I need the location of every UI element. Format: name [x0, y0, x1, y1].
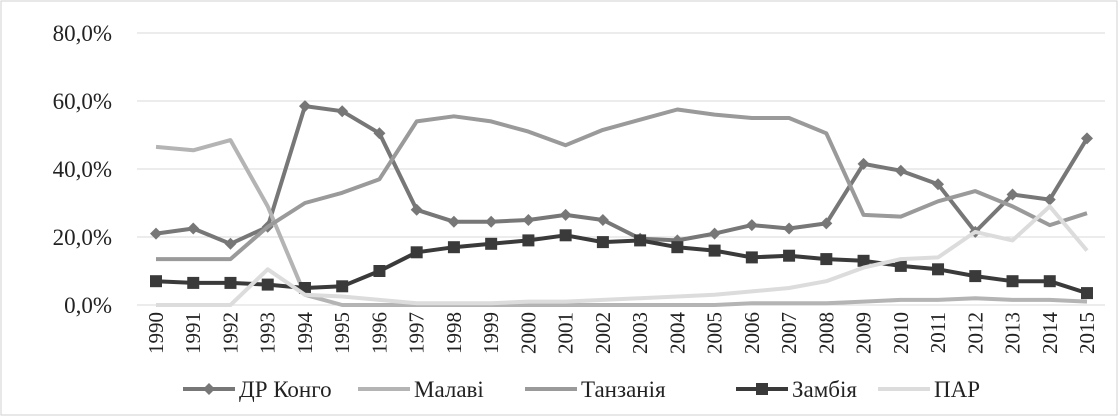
point: [783, 222, 796, 235]
legend-label: Малаві: [414, 377, 484, 402]
point: [410, 246, 423, 259]
legend-label: ПАР: [934, 377, 980, 402]
series-line: [156, 107, 1088, 262]
point: [969, 270, 982, 283]
legend-label: ДР Конго: [239, 377, 332, 402]
x-tick-label: 2015: [1075, 312, 1099, 354]
grid: [137, 32, 1105, 306]
point: [1043, 193, 1056, 206]
point: [857, 254, 870, 267]
point: [336, 280, 349, 293]
legend-label: Замбія: [792, 377, 857, 402]
point: [559, 208, 572, 221]
y-tick-label: 60,0%: [53, 89, 112, 114]
point: [373, 127, 386, 140]
point: [671, 241, 684, 254]
point: [447, 215, 460, 228]
point: [745, 251, 758, 264]
point: [485, 215, 498, 228]
point: [522, 214, 535, 226]
point: [932, 263, 945, 276]
point: [261, 278, 274, 291]
point: [894, 164, 907, 177]
point: [150, 227, 162, 240]
point: [708, 227, 721, 240]
point: [187, 276, 200, 289]
plot: [150, 100, 1093, 307]
point: [783, 249, 796, 262]
point: [1081, 287, 1093, 300]
y-tick-label: 0,0%: [64, 293, 112, 318]
x-tick-label: 1992: [218, 312, 242, 354]
point: [1006, 275, 1019, 288]
legend-label: Танзанія: [581, 377, 666, 402]
y-tick-label: 40,0%: [53, 157, 112, 182]
series-line: [155, 233, 1088, 296]
point: [522, 234, 535, 247]
x-tick-label: 2014: [1038, 312, 1062, 355]
x-tick-label: 1993: [256, 312, 280, 354]
x-tick-label: 1991: [181, 312, 205, 354]
x-tick-label: 1995: [330, 312, 354, 354]
point: [559, 229, 572, 242]
x-tick-label: 1998: [442, 312, 466, 354]
point: [894, 259, 907, 272]
x-tick-label: 2010: [889, 312, 913, 354]
point: [187, 222, 200, 235]
point: [298, 100, 311, 113]
y-tick-label: 20,0%: [53, 225, 112, 250]
point: [596, 236, 609, 249]
point: [756, 383, 768, 395]
x-tick-label: 2009: [852, 312, 876, 354]
point: [634, 234, 647, 247]
legend: ДР Конго Малаві Танзанія Замбія ПАР: [183, 377, 980, 402]
series-line: [155, 104, 1089, 246]
x-tick-label: 2007: [777, 312, 801, 354]
x-tick-label: 2012: [963, 312, 987, 354]
point: [1081, 132, 1093, 145]
series-line: [156, 204, 1089, 307]
point: [820, 217, 833, 230]
y-tick-label: 80,0%: [53, 21, 112, 46]
point: [203, 383, 215, 395]
point: [820, 253, 833, 266]
point: [708, 244, 721, 257]
x-tick-label: 2004: [665, 312, 689, 355]
x-tick-label: 1990: [144, 312, 168, 354]
x-tick-label: 2003: [628, 312, 652, 354]
point: [485, 237, 498, 250]
x-tick-label: 2013: [1001, 312, 1025, 354]
point: [224, 276, 237, 289]
point: [596, 214, 609, 226]
point: [373, 265, 386, 277]
x-tick-label: 2006: [740, 312, 764, 354]
x-tick-label: 2011: [926, 312, 950, 353]
point: [745, 219, 758, 232]
x-tick-label: 1997: [405, 312, 429, 354]
point: [1006, 188, 1019, 201]
point: [410, 203, 423, 216]
x-tick-label: 2005: [703, 312, 727, 354]
x-tick-label: 2000: [516, 312, 540, 354]
point: [1043, 275, 1056, 288]
point: [447, 241, 460, 254]
point: [224, 237, 237, 250]
x-tick-label: 2001: [554, 312, 578, 354]
x-tick-label: 1994: [293, 312, 317, 355]
x-tick-label: 2002: [591, 312, 615, 354]
point: [336, 105, 349, 118]
x-tick-label: 1999: [479, 312, 503, 354]
axis: 0,0% 20,0% 40,0% 60,0% 80,0% 1990 1991 1992 1993…: [53, 21, 1099, 354]
point: [857, 157, 870, 170]
x-tick-label: 2008: [814, 312, 838, 354]
point: [150, 275, 162, 288]
x-tick-label: 1996: [367, 312, 391, 354]
point: [932, 178, 945, 191]
